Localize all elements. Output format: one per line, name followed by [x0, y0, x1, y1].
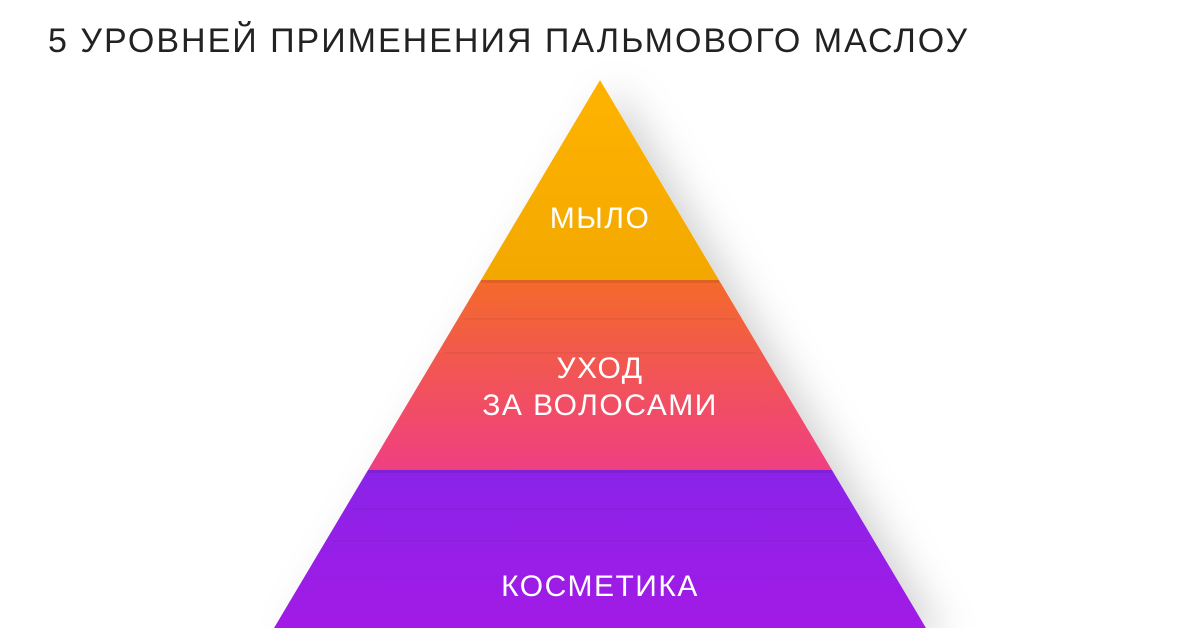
- pyramid-infographic: 5 УРОВНЕЙ ПРИМЕНЕНИЯ ПАЛЬМОВОГО МАСЛОУ М…: [0, 0, 1200, 628]
- page-title: 5 УРОВНЕЙ ПРИМЕНЕНИЯ ПАЛЬМОВОГО МАСЛОУ: [48, 22, 969, 61]
- band-divider-1: [481, 280, 719, 283]
- pyramid-band-0: [481, 80, 719, 280]
- band-label-0: МЫЛО: [0, 200, 1200, 238]
- band-label-2: КОСМЕТИКА: [0, 568, 1200, 606]
- inner-line-3: [332, 540, 867, 542]
- inner-line-2: [351, 508, 848, 510]
- band-label-1: УХОД ЗА ВОЛОСАМИ: [0, 350, 1200, 425]
- band-divider-2: [368, 470, 832, 473]
- inner-line-0: [464, 318, 735, 320]
- pyramid-svg: [0, 0, 1200, 628]
